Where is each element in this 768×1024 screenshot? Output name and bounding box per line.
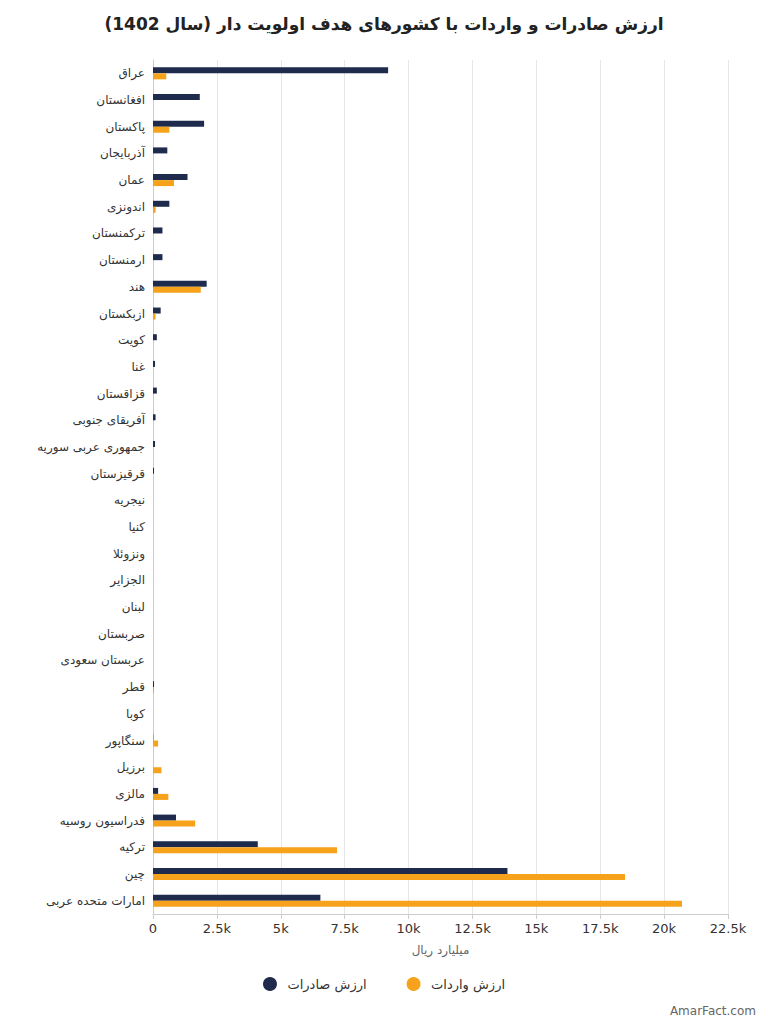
svg-text:0: 0 — [149, 921, 157, 936]
svg-text:قطر: قطر — [122, 680, 145, 695]
svg-text:ارزش صادرات و واردات با کشورها: ارزش صادرات و واردات با کشورهای هدف اولو… — [104, 14, 663, 35]
svg-text:فدراسیون روسیه: فدراسیون روسیه — [60, 814, 145, 829]
svg-text:پاکستان: پاکستان — [105, 120, 145, 134]
svg-text:ونزوئلا: ونزوئلا — [113, 547, 145, 562]
svg-text:غنا: غنا — [131, 360, 145, 374]
svg-text:17.5k: 17.5k — [582, 921, 619, 936]
svg-text:22.5k: 22.5k — [710, 921, 747, 936]
svg-text:الجزایر: الجزایر — [109, 573, 145, 588]
svg-text:عراق: عراق — [119, 66, 145, 81]
svg-text:صربستان: صربستان — [98, 627, 145, 642]
svg-text:برزیل: برزیل — [117, 760, 145, 775]
svg-text:چین: چین — [125, 867, 145, 882]
svg-text:قزاقستان: قزاقستان — [97, 387, 145, 402]
svg-text:آفریقای جنوبی: آفریقای جنوبی — [72, 412, 145, 428]
svg-text:ارزش صادرات: ارزش صادرات — [287, 977, 366, 993]
svg-text:5k: 5k — [273, 921, 289, 936]
svg-text:کنیا: کنیا — [128, 520, 145, 534]
svg-text:7.5k: 7.5k — [331, 921, 360, 936]
svg-text:سنگاپور: سنگاپور — [105, 734, 145, 749]
svg-text:10k: 10k — [397, 921, 422, 936]
svg-text:2.5k: 2.5k — [203, 921, 232, 936]
svg-text:عربستان سعودی: عربستان سعودی — [60, 653, 145, 668]
svg-text:ارمنستان: ارمنستان — [99, 253, 145, 268]
svg-text:کویت: کویت — [118, 333, 145, 348]
svg-text:کوبا: کوبا — [126, 707, 145, 722]
svg-text:20k: 20k — [652, 921, 677, 936]
svg-text:ازبکستان: ازبکستان — [99, 307, 145, 322]
svg-text:مالزی: مالزی — [115, 787, 145, 802]
svg-text:آذربایجان: آذربایجان — [100, 145, 146, 161]
svg-text:اندونزی: اندونزی — [107, 200, 145, 215]
svg-text:میلیارد ریال: میلیارد ریال — [412, 943, 470, 958]
svg-text:15k: 15k — [524, 921, 549, 936]
svg-text:امارات متحده عربی: امارات متحده عربی — [46, 894, 145, 909]
svg-text:افغانستان: افغانستان — [96, 93, 145, 107]
svg-text:عمان: عمان — [118, 173, 145, 187]
svg-text:لبنان: لبنان — [122, 600, 145, 614]
svg-text:هند: هند — [129, 280, 145, 294]
svg-text:12.5k: 12.5k — [454, 921, 491, 936]
html-text:AmarFact.com: AmarFact.com — [669, 1004, 756, 1018]
svg-text:قرقیزستان: قرقیزستان — [91, 467, 145, 482]
svg-text:نیجریه: نیجریه — [114, 493, 145, 508]
svg-text:جمهوری عربی سوریه: جمهوری عربی سوریه — [37, 440, 145, 455]
svg-text:ترکیه: ترکیه — [119, 840, 145, 855]
svg-text:ارزش واردات: ارزش واردات — [431, 977, 505, 993]
svg-text:ترکمنستان: ترکمنستان — [92, 226, 145, 241]
